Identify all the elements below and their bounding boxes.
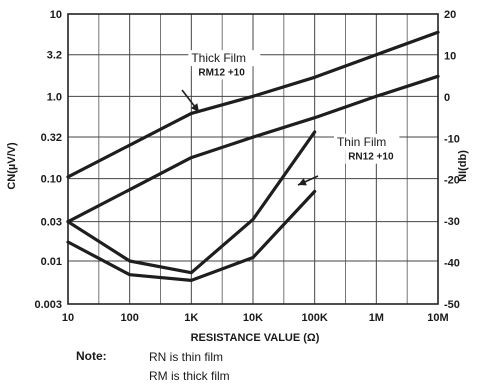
annotations: Thick Film RM12 +10 Thin Film RN12 +10 [181,50,403,186]
series-line [66,30,440,179]
thick-film-arrow-head [190,103,199,112]
x-tick-label: 1M [369,312,384,324]
ticks: 10 100 1K 10K 100K 1M 10M103.21.00.320.100.030… [34,9,459,324]
annotation-text: RM12 +10 [198,67,245,78]
x-tick-label: 10 [62,312,74,324]
x-tick-label: 1K [184,312,198,324]
y-tick-label: 1.0 [47,91,62,103]
annotation-text: Thin Film [337,135,386,149]
series-line [66,74,440,224]
plot-frame [67,13,439,305]
annotation-background [333,133,400,150]
annotation-background [188,50,261,67]
note-line: RN is thin film [149,350,224,364]
note-label: Note: [76,349,107,363]
y2-tick-label: -10 [444,133,460,145]
x-tick-label: 10M [427,312,448,324]
x-axis-label: RESISTANCE VALUE (Ω) [191,332,320,344]
thin-film-arrow-head [298,178,307,186]
y-tick-label: 0.01 [41,256,62,268]
annotation-text: Thick Film [191,51,246,65]
x-tick-label: 10K [243,312,263,324]
note-line: RM is thick film [149,369,230,383]
x-tick-label: 100 [120,312,138,324]
annotation-background [195,65,253,80]
y2-axis-label: NI(db) [457,150,469,182]
y2-tick-label: -30 [444,216,460,228]
y-tick-label: 0.10 [41,174,62,186]
chart: Thick Film RM12 +10 Thin Film RN12 +10 10 10… [6,9,469,344]
y-tick-label: 0.03 [41,217,62,229]
y-axis-label: CN(µV/V) [6,142,18,190]
y2-tick-label: -20 [444,175,460,187]
series-layer [66,30,440,282]
series-line [66,189,317,282]
y-tick-label: 0.32 [41,132,62,144]
series-line [66,130,317,275]
y2-tick-label: 0 [444,92,450,104]
x-tick-label: 100K [302,312,328,324]
annotation-background [345,149,403,164]
annotation-text: RN12 +10 [348,152,394,163]
y-tick-label: 0.003 [34,299,62,311]
y-tick-label: 10 [50,9,62,21]
y-tick-label: 3.2 [47,50,62,62]
y2-tick-label: 20 [444,9,456,21]
y2-tick-label: -50 [444,299,460,311]
y2-tick-label: 10 [444,50,456,62]
y2-tick-label: -40 [444,258,460,270]
